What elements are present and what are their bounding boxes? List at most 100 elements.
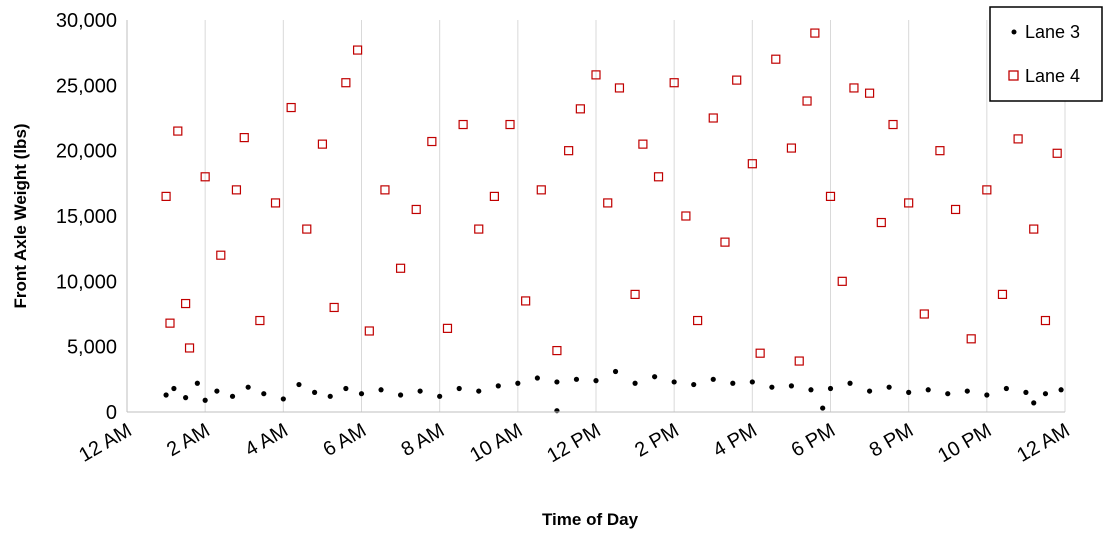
lane-4-point — [1052, 148, 1062, 158]
lane-3-point — [788, 383, 795, 389]
lane-3-point — [1023, 389, 1029, 395]
lane-3-point — [534, 375, 540, 381]
lane-4-point — [521, 296, 531, 306]
lane-4-point — [286, 102, 296, 113]
lane-4-point — [395, 263, 406, 273]
lane-3-point — [808, 387, 814, 393]
lane-4-point — [603, 198, 613, 208]
lane-3-point — [906, 389, 912, 395]
lane-3-point — [214, 388, 220, 394]
lane-3-point — [437, 393, 443, 399]
lane-4-point — [950, 204, 961, 215]
lane-3-point — [691, 381, 697, 388]
y-tick-label: 10,000 — [56, 271, 117, 293]
lane-3-point — [229, 393, 236, 399]
lane-4-point — [352, 45, 363, 55]
lane-3-point — [730, 380, 736, 386]
lane-3-point — [1042, 391, 1049, 397]
lane-4-point — [239, 133, 249, 143]
legend-label-lane-3: Lane 3 — [1025, 22, 1080, 42]
lane-4-point — [997, 289, 1008, 299]
lane-3-point — [593, 378, 599, 384]
lane-4-point — [165, 318, 175, 328]
y-tick-label: 5,000 — [67, 337, 117, 359]
lane-4-point — [302, 224, 312, 234]
lane-4-point — [1013, 134, 1023, 144]
lane-4-point — [173, 126, 183, 136]
lane-3-point — [671, 379, 677, 385]
lane-4-point — [747, 159, 757, 169]
lane-4-point — [864, 88, 875, 98]
lane-4-point — [364, 326, 374, 336]
legend: Lane 3 Lane 4 — [989, 6, 1103, 102]
lane-4-point — [802, 96, 812, 106]
lane-3-point — [343, 385, 349, 392]
lane-3-point — [769, 384, 775, 390]
lane-4-point — [786, 143, 797, 153]
legend-box — [989, 6, 1103, 102]
lane-4-point — [317, 139, 328, 149]
lane-4-point — [505, 119, 515, 130]
lane-4-point — [982, 185, 992, 195]
lane-3-point — [1058, 387, 1064, 393]
lane-4-point — [200, 172, 210, 182]
lane-4-point — [216, 250, 226, 260]
legend-label-lane-4: Lane 4 — [1025, 66, 1080, 86]
lane-3-point — [202, 397, 208, 403]
lane-3-point — [163, 392, 169, 398]
lane-3-point — [397, 392, 404, 398]
lane-3-point — [710, 376, 716, 382]
lane-3-point — [945, 391, 951, 397]
lane-3-point — [417, 388, 423, 394]
lane-3-point — [749, 379, 755, 385]
lane-3-point — [296, 381, 302, 388]
series-lane-3 — [163, 368, 1064, 414]
lane-4-point — [837, 276, 847, 286]
lane-4-point — [794, 356, 804, 366]
lane-4-point — [919, 309, 929, 319]
series-lane-4 — [161, 28, 1062, 366]
y-axis-title: Front Axle Weight (lbs) — [11, 123, 30, 308]
gridlines — [126, 20, 1066, 412]
lane-3-point — [1031, 400, 1037, 406]
lane-3-point — [358, 391, 365, 397]
lane-3-point — [280, 396, 286, 402]
lane-4-point — [708, 113, 718, 123]
lane-4-point — [1040, 315, 1051, 326]
lane-4-point — [653, 172, 664, 182]
lane-4-point — [341, 78, 351, 88]
lane-4-point — [681, 211, 691, 221]
lane-3-point — [495, 383, 501, 389]
lane-4-point — [427, 136, 437, 147]
lane-4-point — [755, 348, 765, 358]
lane-3-point — [886, 384, 892, 390]
lane-3-point — [1003, 385, 1009, 392]
lane-4-point — [669, 78, 679, 88]
lane-3-point — [327, 393, 333, 399]
lane-4-point — [161, 191, 171, 201]
lane-3-point — [632, 380, 638, 386]
lane-3-point — [312, 389, 318, 395]
lane-4-point — [720, 237, 730, 247]
lane-4-point — [876, 217, 886, 228]
lane-4-point — [614, 83, 625, 93]
lane-3-point — [554, 408, 560, 414]
lane-4-point — [630, 289, 640, 299]
lane-4-point — [380, 185, 390, 195]
lane-3-point — [456, 385, 462, 392]
y-tick-label: 15,000 — [56, 206, 117, 228]
lane-3-point — [183, 395, 189, 401]
lane-4-point — [849, 83, 859, 93]
lane-4-point — [181, 298, 191, 309]
lane-4-point — [810, 28, 820, 38]
lane-3-point — [652, 374, 658, 380]
lane-3-point — [925, 387, 931, 393]
lane-3-point — [245, 384, 251, 390]
lane-3-point — [378, 387, 384, 393]
axes — [126, 20, 1065, 413]
lane-3-point — [261, 391, 267, 397]
lane-3-point — [515, 380, 521, 386]
lane-4-point — [638, 139, 648, 149]
lane-3-point — [866, 388, 873, 394]
lane-4-point — [904, 198, 914, 208]
